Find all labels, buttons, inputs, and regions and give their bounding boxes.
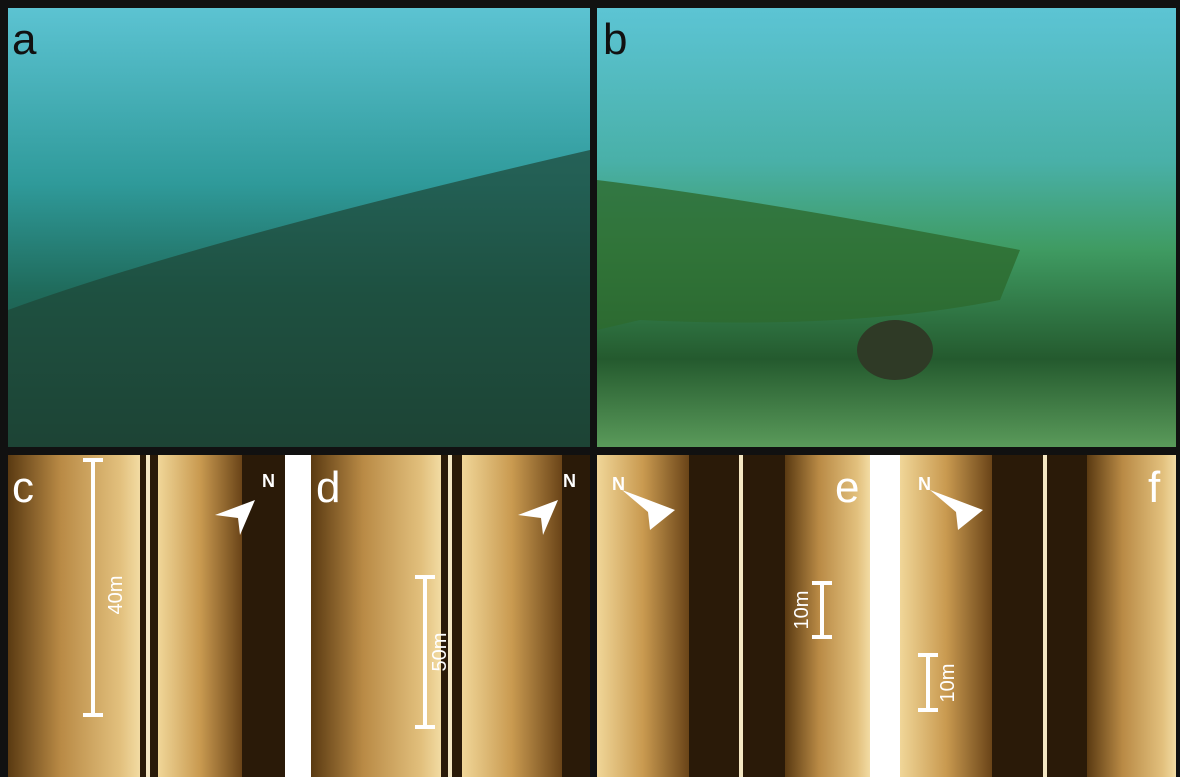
panel-label: d: [316, 463, 340, 512]
nadir: [739, 455, 743, 777]
gap: [285, 455, 311, 777]
scale-label: 50m: [429, 633, 451, 672]
nadir: [448, 455, 452, 777]
scale-label: 10m: [791, 591, 813, 630]
gap: [870, 455, 900, 777]
compass-label: N: [918, 474, 931, 494]
scale-label: 40m: [105, 576, 127, 615]
swath: [462, 455, 562, 777]
panel-label: a: [12, 15, 37, 64]
nadir: [1043, 455, 1047, 777]
panel-label: c: [12, 463, 34, 512]
swath: [1087, 455, 1176, 777]
panel-label: e: [835, 463, 859, 512]
compass-label: N: [612, 474, 625, 494]
swath: [158, 455, 242, 777]
panel-label: f: [1148, 463, 1161, 512]
compass-label: N: [262, 471, 275, 491]
compass-label: N: [563, 471, 576, 491]
fish-b: [857, 320, 933, 380]
figure: a b 40m N c 50m N d 10m N e 10m N f: [0, 0, 1180, 777]
panel-label: b: [603, 15, 627, 64]
scale-label: 10m: [937, 664, 959, 703]
nadir: [146, 455, 150, 777]
